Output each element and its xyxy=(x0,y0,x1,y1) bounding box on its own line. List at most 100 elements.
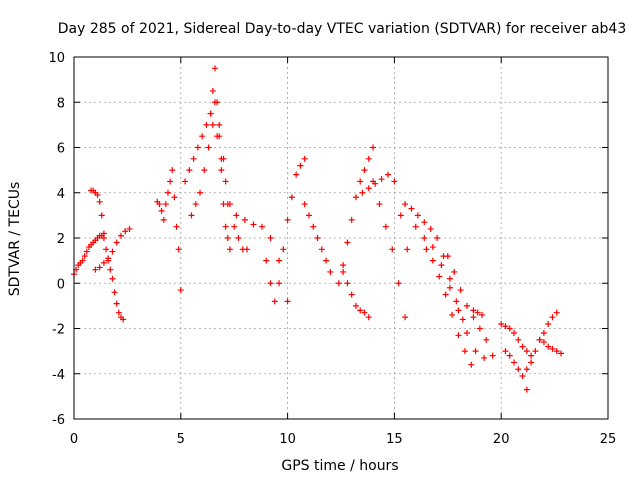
data-point xyxy=(389,246,396,253)
data-point xyxy=(545,320,552,327)
axis-ticks: 0 5 10 15 20 25 -6 -4 -2 0 2 4 6 8 10 xyxy=(48,51,616,447)
data-point xyxy=(241,216,248,223)
data-point xyxy=(267,280,274,287)
data-point xyxy=(455,307,462,314)
data-point xyxy=(412,223,419,230)
data-point xyxy=(402,314,409,321)
data-point xyxy=(113,300,120,307)
data-point xyxy=(502,323,509,330)
data-point xyxy=(549,345,556,352)
series-arc-9 xyxy=(263,155,308,305)
data-point xyxy=(100,259,107,266)
data-point xyxy=(288,194,295,201)
series-arc-3 xyxy=(92,225,133,273)
chart-title: Day 285 of 2021, Sidereal Day-to-day VTE… xyxy=(58,21,627,37)
data-point xyxy=(540,330,547,337)
data-point xyxy=(438,262,445,269)
data-point xyxy=(444,253,451,260)
data-point xyxy=(214,99,221,106)
series-arc-18 xyxy=(444,253,496,359)
data-point xyxy=(344,280,351,287)
data-point xyxy=(470,307,477,314)
data-point xyxy=(276,257,283,264)
data-point xyxy=(472,348,479,355)
data-point xyxy=(113,239,120,246)
data-point xyxy=(468,361,475,368)
data-point xyxy=(451,268,458,275)
x-tick-label: 5 xyxy=(177,432,185,447)
data-point xyxy=(310,223,317,230)
data-point xyxy=(481,354,488,361)
data-point xyxy=(348,216,355,223)
data-point xyxy=(335,280,342,287)
data-point xyxy=(523,366,530,373)
data-point xyxy=(449,311,456,318)
data-marks xyxy=(71,65,565,393)
data-point xyxy=(224,235,231,241)
data-point xyxy=(498,320,505,327)
data-point xyxy=(250,221,257,228)
data-point xyxy=(532,348,539,355)
series-arc-17 xyxy=(423,246,475,368)
data-point xyxy=(523,348,530,355)
series-arc-8 xyxy=(224,201,291,305)
data-point xyxy=(483,336,490,343)
data-point xyxy=(177,287,184,294)
data-point xyxy=(436,273,443,280)
y-tick-label: 6 xyxy=(57,142,65,157)
data-point xyxy=(402,201,409,208)
data-point xyxy=(297,162,304,169)
data-point xyxy=(186,167,193,174)
series-arc-16 xyxy=(412,223,488,361)
data-point xyxy=(182,178,189,185)
data-point xyxy=(455,332,462,339)
data-point xyxy=(231,223,238,230)
data-point xyxy=(506,325,513,332)
data-point xyxy=(293,171,300,178)
data-point xyxy=(263,257,270,264)
data-point xyxy=(545,343,552,350)
data-point xyxy=(205,144,212,151)
data-point xyxy=(222,223,229,230)
data-point xyxy=(92,266,99,273)
data-point xyxy=(348,291,355,298)
data-point xyxy=(384,171,391,178)
data-point xyxy=(434,235,441,241)
data-point xyxy=(207,110,214,117)
data-point xyxy=(94,192,101,199)
series-arc-4 xyxy=(154,167,184,294)
y-tick-label: -6 xyxy=(52,413,65,428)
data-point xyxy=(528,352,535,359)
data-point xyxy=(395,280,402,287)
data-point xyxy=(235,235,242,241)
data-point xyxy=(404,246,411,253)
data-point xyxy=(96,198,103,205)
data-point xyxy=(158,207,165,214)
data-point xyxy=(340,268,347,275)
data-point xyxy=(327,268,334,275)
y-tick-label: 0 xyxy=(57,277,65,292)
data-point xyxy=(209,87,216,94)
data-point xyxy=(83,248,90,255)
data-point xyxy=(464,302,471,309)
data-point xyxy=(489,352,496,359)
y-axis-label: SDTVAR / TECUs xyxy=(7,182,23,297)
data-point xyxy=(378,176,385,183)
data-point xyxy=(173,223,180,230)
data-point xyxy=(209,121,216,128)
data-point xyxy=(258,223,265,230)
data-point xyxy=(429,244,436,251)
y-tick-label: 4 xyxy=(57,187,65,202)
data-point xyxy=(301,201,308,208)
data-point xyxy=(318,246,325,253)
data-point xyxy=(216,133,223,140)
data-point xyxy=(515,366,522,373)
data-point xyxy=(382,223,389,230)
data-point xyxy=(276,280,283,287)
data-point xyxy=(540,339,547,346)
series-arc-2 xyxy=(88,187,127,323)
data-point xyxy=(105,255,112,262)
data-point xyxy=(190,155,197,162)
